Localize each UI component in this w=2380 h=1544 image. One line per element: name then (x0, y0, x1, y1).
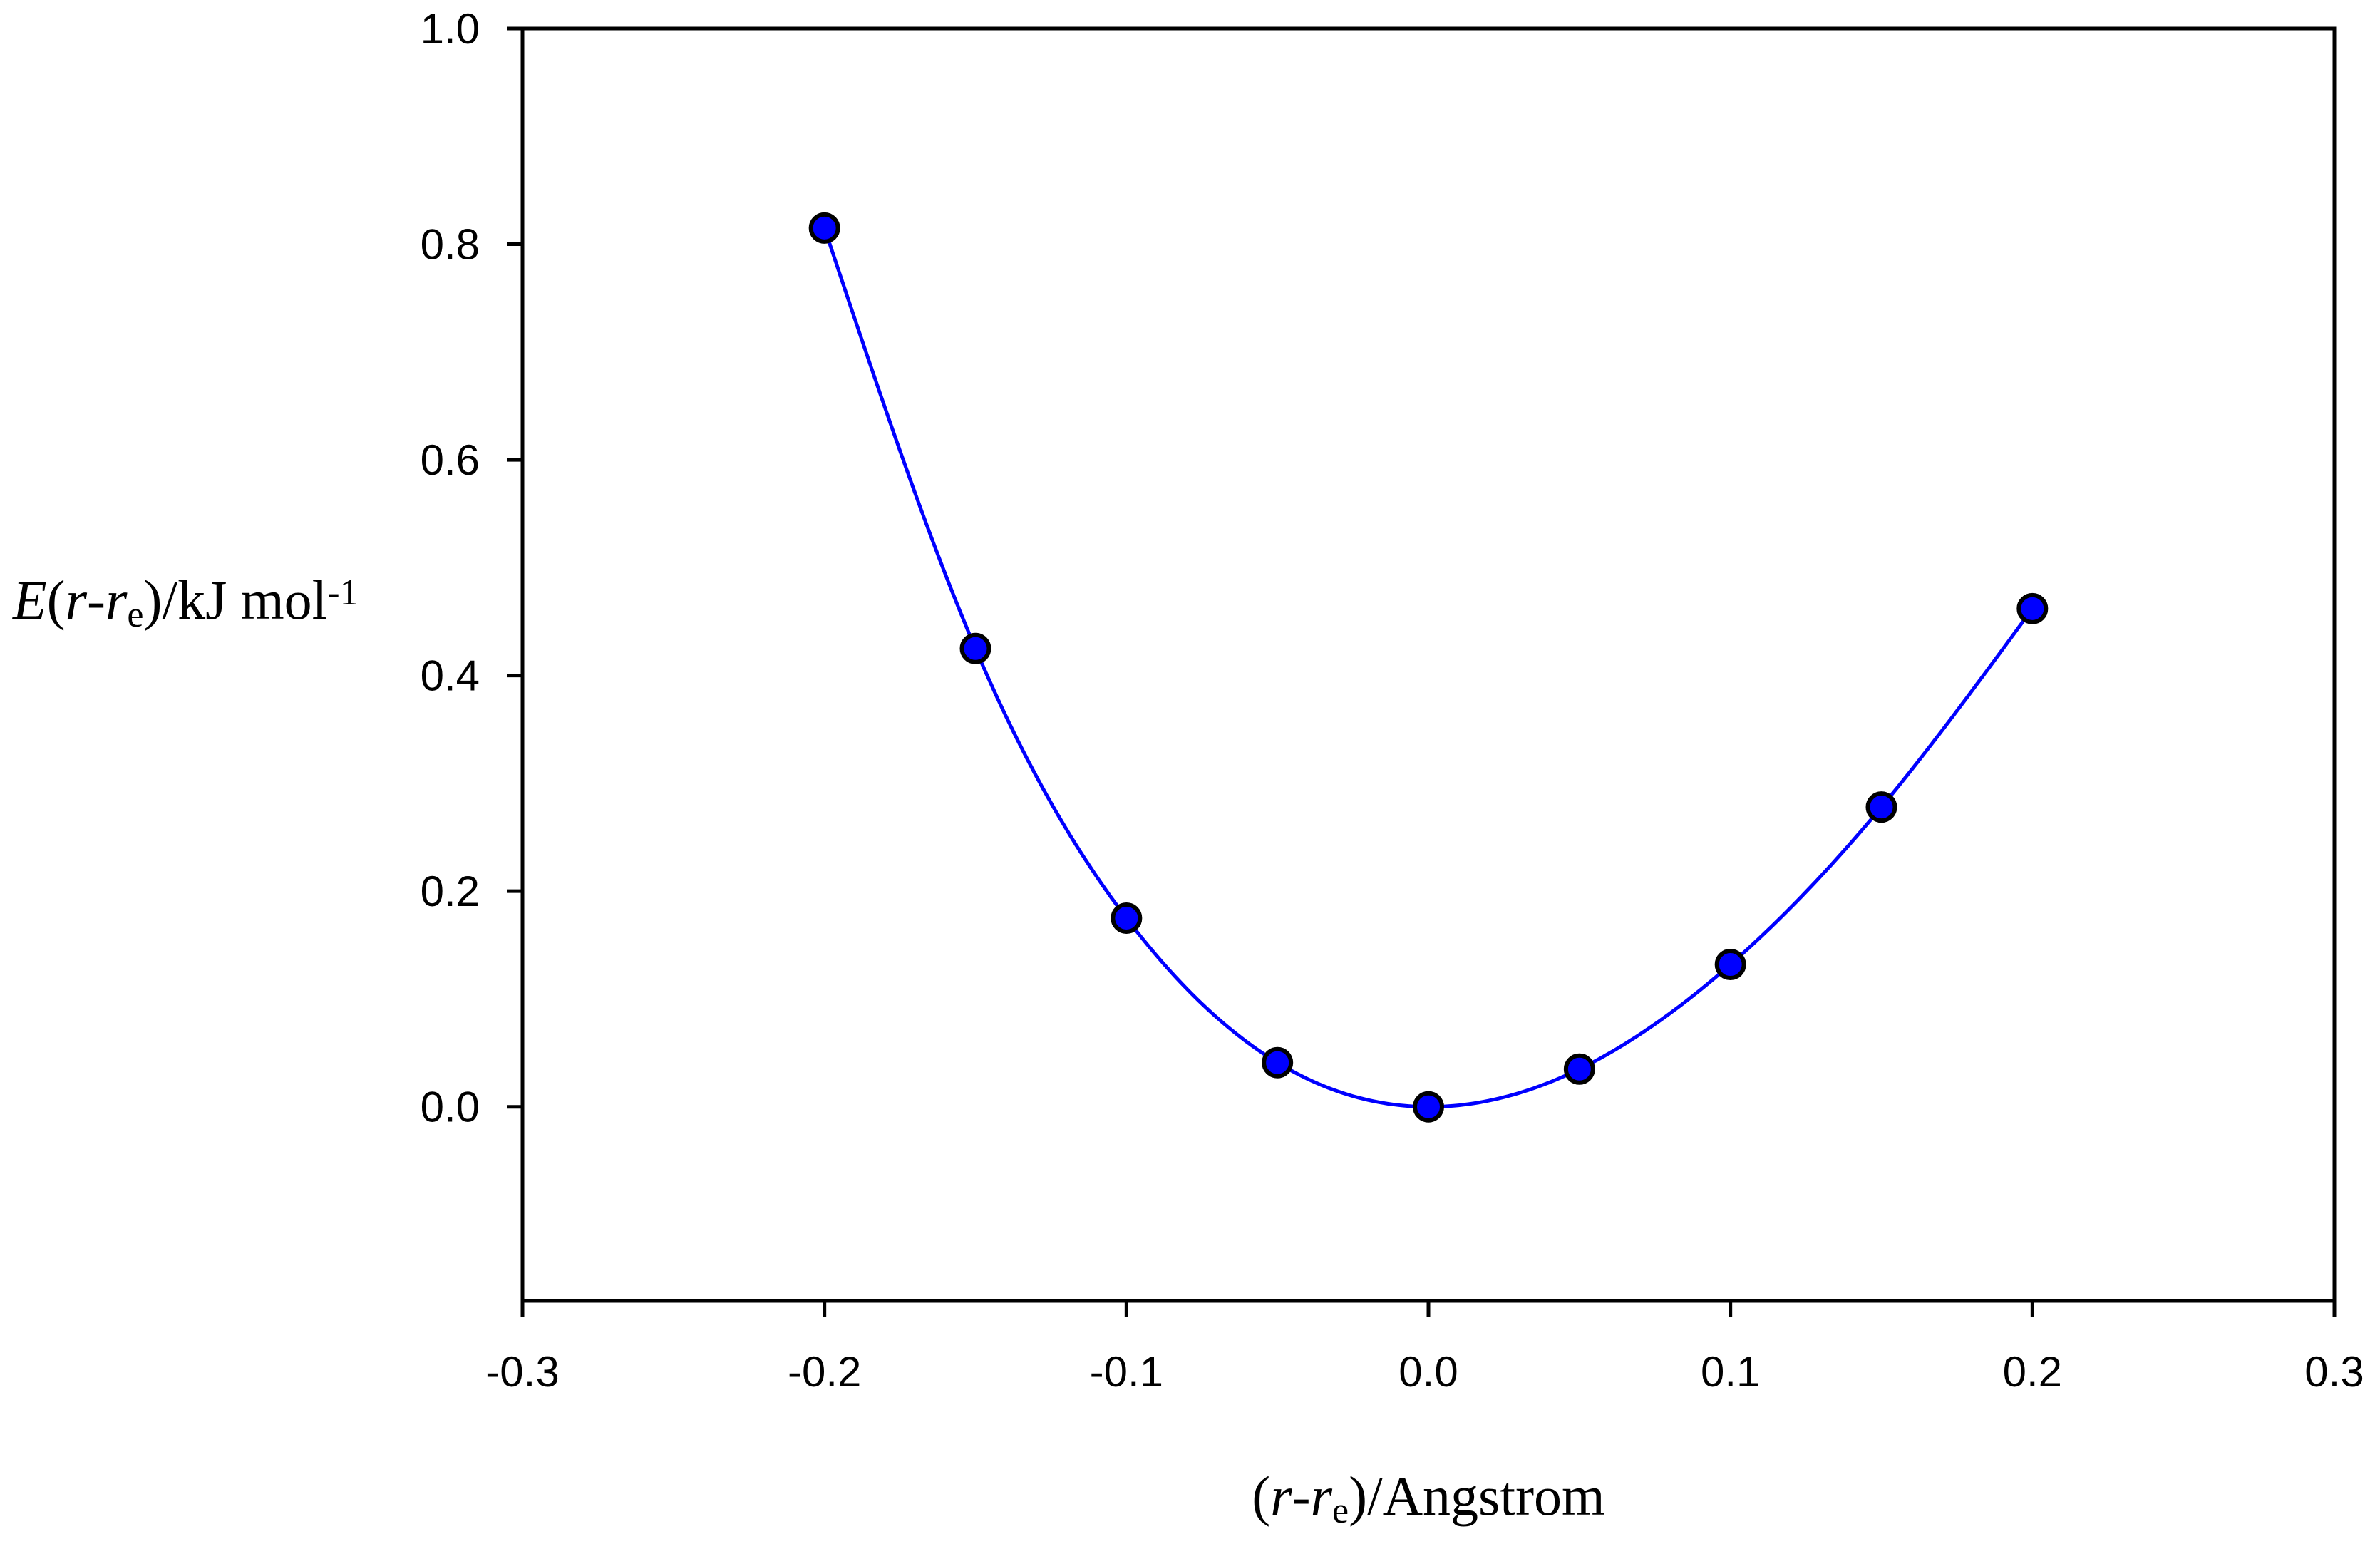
y-tick-label: 0.0 (421, 1084, 480, 1131)
y-tick-label: 0.6 (421, 436, 480, 484)
y-tick-label: 1.0 (421, 5, 480, 53)
x-tick-label: 0.2 (2003, 1348, 2062, 1396)
series-curve (823, 227, 2034, 1109)
x-tick-label: -0.1 (1090, 1348, 1163, 1396)
x-axis-ticks: -0.3 -0.2 -0.1 0.0 0.1 0.2 0.3 (485, 1301, 2364, 1396)
data-point (808, 212, 840, 244)
y-tick-label: 0.4 (421, 652, 480, 700)
y-axis-title: E(r-re)/kJ mol-1 (12, 569, 359, 635)
series-points (808, 212, 2049, 1123)
x-tick-label: 0.0 (1398, 1348, 1458, 1396)
data-point (1563, 1053, 1595, 1085)
x-axis-title: (r-re)/Angstrom (1252, 1465, 1604, 1531)
y-tick-label: 0.2 (421, 868, 480, 915)
data-point (1714, 949, 1746, 981)
x-tick-label: -0.3 (485, 1348, 559, 1396)
data-point (1413, 1091, 1444, 1123)
y-axis-ticks: 0.0 0.2 0.4 0.6 0.8 1.0 (421, 5, 522, 1131)
y-tick-label: 0.8 (421, 221, 480, 269)
data-point (1111, 902, 1143, 934)
data-point (1865, 791, 1897, 823)
data-point (1262, 1046, 1294, 1079)
data-point (2016, 592, 2049, 624)
x-tick-label: -0.2 (788, 1348, 861, 1396)
x-tick-label: 0.1 (1701, 1348, 1760, 1396)
x-tick-label: 0.3 (2304, 1348, 2364, 1396)
data-point (959, 632, 991, 664)
